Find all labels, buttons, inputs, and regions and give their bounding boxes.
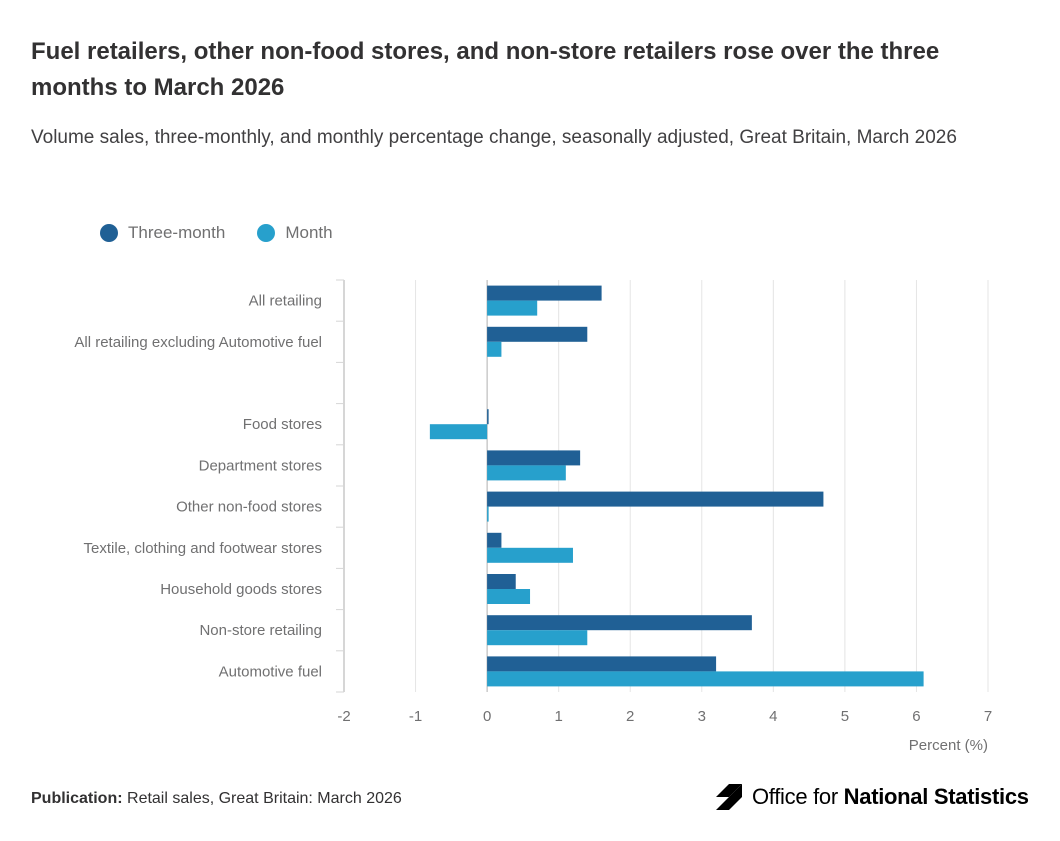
chart-legend: Three-month Month [100,218,333,248]
bar-month-6 [487,547,573,563]
chart-title: Fuel retailers, other non-food stores, a… [31,38,940,101]
category-label-4: Department stores [199,457,322,474]
bar-three-month-7 [487,574,516,589]
x-tick-label-6: 4 [769,708,777,725]
bar-three-month-6 [487,532,502,548]
bar-month-0 [487,300,538,316]
bar-three-month-8 [487,615,752,631]
bar-three-month-3 [487,409,489,425]
bar-three-month-5 [487,491,824,507]
legend-item-month: Month [257,223,333,243]
ons-logo-icon [716,784,742,810]
x-axis-label: Percent (%) [909,737,988,754]
legend-swatch-month [257,224,276,242]
x-tick-label-1: -1 [409,708,422,725]
chart-subtitle: Volume sales, three-monthly, and monthly… [31,127,957,148]
logo-text-bold: National Statistics [843,784,1029,809]
x-tick-label-7: 5 [841,708,849,725]
x-tick-label-4: 2 [626,708,634,725]
publication-label: Publication: [31,790,123,807]
bar-month-1 [487,341,502,357]
ons-logo[interactable]: Office for National Statistics [714,782,1029,812]
category-label-5: Other non-food stores [176,499,322,516]
bar-month-9 [487,671,924,687]
legend-item-three-month: Three-month [100,223,225,243]
bar-chart: All retailing All retailing excluding Aut… [74,279,992,754]
x-tick-label-8: 6 [912,708,920,725]
bar-three-month-4 [487,450,581,466]
category-label-0: All retailing [249,293,322,310]
bar-month-5 [487,506,489,522]
legend-swatch-three-month [100,224,118,242]
legend-label-month: Month [285,223,333,242]
x-tick-label-5: 3 [698,708,706,725]
category-label-7: Household goods stores [160,581,322,598]
legend-label-three-month: Three-month [128,223,226,242]
bar-three-month-9 [487,656,717,672]
x-tick-label-3: 1 [554,708,562,725]
category-label-8: Non-store retailing [199,622,322,639]
x-tick-label-9: 7 [984,708,992,725]
category-label-1: All retailing excluding Automotive fuel [74,334,322,351]
publication-footer: Publication: Retail sales, Great Britain… [31,790,402,808]
x-tick-label-0: -2 [337,708,350,725]
logo-text-light: Office for [752,784,844,809]
x-tick-label-2: 0 [483,708,491,725]
bar-month-8 [487,630,588,646]
category-label-9: Automotive fuel [219,663,322,680]
bar-month-7 [487,589,531,604]
category-label-6: Textile, clothing and footwear stores [84,540,322,557]
bar-month-4 [487,465,566,481]
category-label-3: Food stores [243,416,322,433]
bar-three-month-0 [487,285,602,301]
publication-text: Retail sales, Great Britain: March 2026 [122,790,402,807]
bar-three-month-1 [487,326,588,342]
bar-month-3 [429,424,488,440]
